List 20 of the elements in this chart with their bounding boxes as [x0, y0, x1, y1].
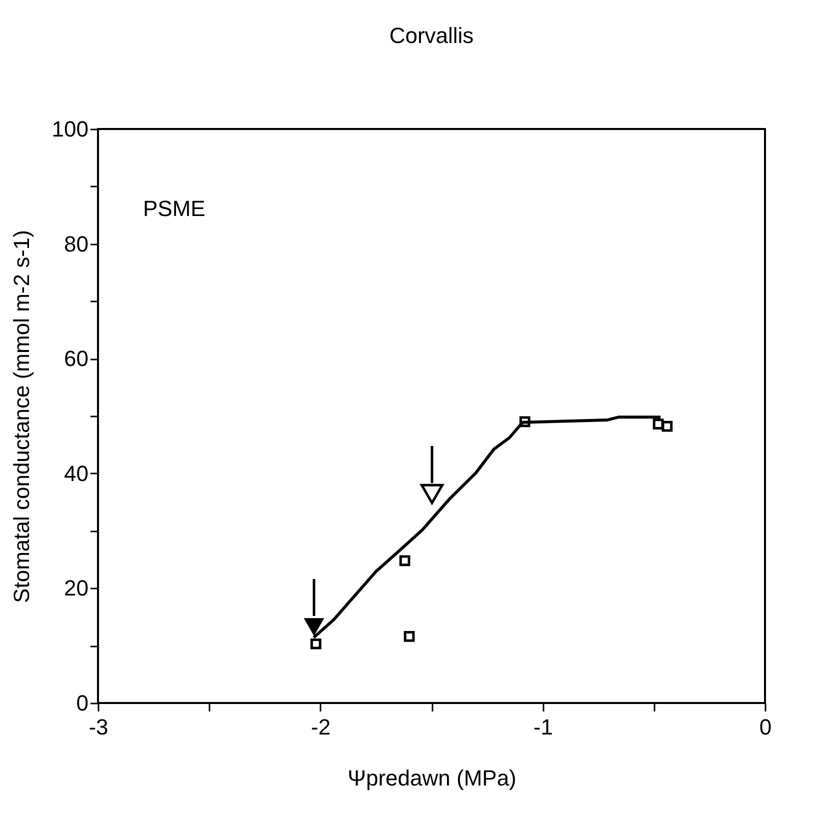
annotation: PSME — [143, 196, 206, 221]
y-tick-label: 60 — [64, 346, 88, 372]
x-tick-label: -1 — [533, 714, 553, 740]
y-tick-label: 20 — [64, 576, 88, 601]
point — [652, 418, 664, 430]
x-tick-label: -3 — [88, 714, 108, 740]
chart-title: Corvallis — [389, 23, 474, 48]
point — [519, 416, 530, 428]
point — [404, 630, 415, 642]
y-tick-label: 0 — [76, 690, 88, 716]
y-tick-label: 80 — [64, 231, 88, 256]
y-tick-label: 40 — [64, 460, 88, 486]
point — [310, 638, 322, 650]
point — [399, 555, 410, 566]
y-tick-label: 100 — [52, 116, 88, 142]
point — [662, 420, 673, 432]
x-axis-title: Ψpredawn (MPa) — [348, 766, 516, 790]
x-tick-label: -2 — [311, 714, 331, 740]
y-axis-title: Stomatal conductance (mmol m-2 s-1) — [8, 230, 34, 603]
x-tick-label: 0 — [759, 714, 772, 740]
